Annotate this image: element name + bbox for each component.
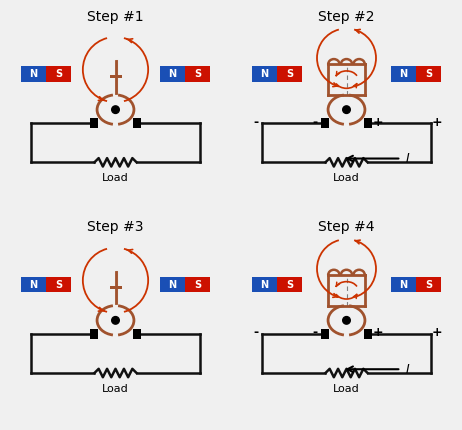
Text: N: N [168,69,176,79]
Text: S: S [286,280,293,289]
Bar [46,276,71,292]
Text: N: N [168,280,176,289]
Text: N: N [260,69,268,79]
Text: Step #1: Step #1 [87,9,144,24]
Text: +: + [372,326,383,340]
Circle shape [112,316,119,324]
Text: -: - [313,116,318,129]
Bar [21,276,46,292]
Text: Load: Load [102,384,129,393]
Text: Step #2: Step #2 [318,9,375,24]
Bar [160,66,185,82]
Circle shape [343,106,350,114]
Bar [185,66,210,82]
Text: -: - [313,326,318,340]
Text: Load: Load [333,173,360,183]
Text: +: + [372,116,383,129]
Bar [391,276,416,292]
Bar [21,66,46,82]
Bar [416,66,441,82]
Text: I: I [406,363,409,376]
Bar [252,276,277,292]
Text: N: N [29,69,37,79]
Text: S: S [55,280,62,289]
Text: N: N [29,280,37,289]
Text: Load: Load [333,384,360,393]
Text: +: + [432,326,443,340]
Bar [416,276,441,292]
Bar [321,329,328,339]
Text: +: + [432,116,443,129]
Bar [321,118,328,129]
Text: -: - [253,326,258,340]
Bar [46,66,71,82]
Bar [90,118,97,129]
Text: I: I [406,152,409,165]
Circle shape [343,316,350,324]
Bar [365,329,372,339]
Bar [160,276,185,292]
Bar [252,66,277,82]
Text: S: S [194,69,201,79]
Bar [134,118,141,129]
Text: N: N [399,280,407,289]
Bar [365,118,372,129]
Bar [134,329,141,339]
Bar [391,66,416,82]
Bar [277,276,302,292]
Bar [277,66,302,82]
Text: S: S [194,280,201,289]
Text: N: N [260,280,268,289]
Circle shape [112,106,119,114]
Bar [90,329,97,339]
Text: -: - [253,116,258,129]
Text: Step #3: Step #3 [87,220,144,234]
Text: Step #4: Step #4 [318,220,375,234]
Text: N: N [399,69,407,79]
Bar [185,276,210,292]
Text: Load: Load [102,173,129,183]
Text: S: S [55,69,62,79]
Text: S: S [286,69,293,79]
Text: S: S [425,69,432,79]
Text: S: S [425,280,432,289]
